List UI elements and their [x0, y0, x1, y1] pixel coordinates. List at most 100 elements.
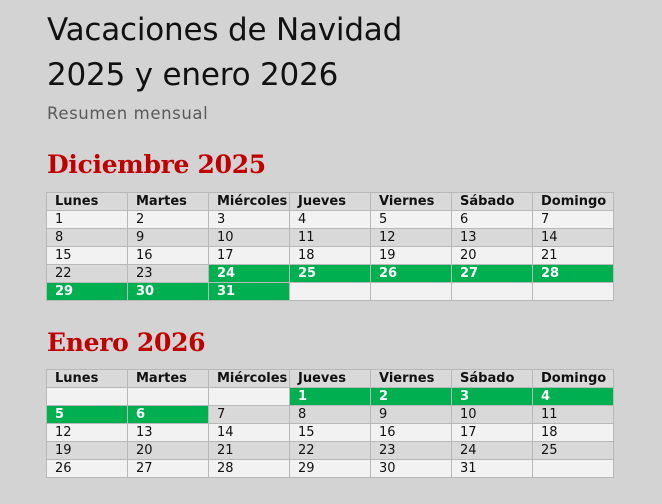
page-title: Vacaciones de Navidad 2025 y enero 2026	[47, 8, 402, 98]
day-cell: 2	[127, 210, 209, 229]
weekday-header-row: Lunes Martes Miércoles Jueves Viernes Sábado D…	[46, 192, 614, 211]
day-cell: 30	[127, 282, 209, 301]
day-cell: 5	[370, 210, 452, 229]
week-row: 15 16 17 18 19 20 21	[46, 246, 614, 265]
day-cell: 17	[451, 423, 533, 442]
empty-day-cell	[370, 282, 452, 301]
empty-day-cell	[289, 282, 371, 301]
day-cell: 16	[127, 246, 209, 265]
weekday-header: Viernes	[370, 192, 452, 211]
day-cell: 19	[46, 441, 128, 460]
day-cell: 14	[532, 228, 614, 247]
empty-day-cell	[127, 387, 209, 406]
empty-day-cell	[532, 282, 614, 301]
weekday-header: Miércoles	[208, 369, 290, 388]
week-row: 19 20 21 22 23 24 25	[46, 441, 614, 460]
week-row: 26 27 28 29 30 31	[46, 459, 614, 478]
day-cell: 8	[289, 405, 371, 424]
day-cell: 26	[46, 459, 128, 478]
month-title-december: Diciembre 2025	[47, 150, 266, 179]
day-cell: 19	[370, 246, 452, 265]
day-cell: 8	[46, 228, 128, 247]
day-cell: 6	[127, 405, 209, 424]
day-cell: 31	[451, 459, 533, 478]
day-cell: 16	[370, 423, 452, 442]
day-cell: 18	[532, 423, 614, 442]
day-cell: 7	[532, 210, 614, 229]
day-cell: 3	[208, 210, 290, 229]
month-title-january: Enero 2026	[47, 328, 206, 357]
day-cell: 1	[46, 210, 128, 229]
day-cell: 1	[289, 387, 371, 406]
day-cell: 25	[532, 441, 614, 460]
week-row: 12 13 14 15 16 17 18	[46, 423, 614, 442]
week-row: 22 23 24 25 26 27 28	[46, 264, 614, 283]
weekday-header: Domingo	[532, 192, 614, 211]
day-cell: 12	[370, 228, 452, 247]
day-cell: 5	[46, 405, 128, 424]
day-cell: 26	[370, 264, 452, 283]
week-row: 5 6 7 8 9 10 11	[46, 405, 614, 424]
day-cell: 22	[289, 441, 371, 460]
day-cell: 27	[451, 264, 533, 283]
day-cell: 12	[46, 423, 128, 442]
day-cell: 7	[208, 405, 290, 424]
day-cell: 21	[532, 246, 614, 265]
day-cell: 13	[127, 423, 209, 442]
weekday-header: Martes	[127, 192, 209, 211]
day-cell: 10	[451, 405, 533, 424]
day-cell: 11	[532, 405, 614, 424]
day-cell: 30	[370, 459, 452, 478]
week-row: 8 9 10 11 12 13 14	[46, 228, 614, 247]
weekday-header-row: Lunes Martes Miércoles Jueves Viernes Sábado D…	[46, 369, 614, 388]
day-cell: 20	[127, 441, 209, 460]
day-cell: 2	[370, 387, 452, 406]
weekday-header: Martes	[127, 369, 209, 388]
weekday-header: Viernes	[370, 369, 452, 388]
page-subtitle: Resumen mensual	[47, 104, 209, 123]
day-cell: 13	[451, 228, 533, 247]
day-cell: 29	[46, 282, 128, 301]
day-cell: 22	[46, 264, 128, 283]
day-cell: 9	[370, 405, 452, 424]
day-cell: 18	[289, 246, 371, 265]
weekday-header: Sábado	[451, 369, 533, 388]
day-cell: 11	[289, 228, 371, 247]
weekday-header: Jueves	[289, 192, 371, 211]
weekday-header: Domingo	[532, 369, 614, 388]
day-cell: 17	[208, 246, 290, 265]
day-cell: 4	[289, 210, 371, 229]
day-cell: 9	[127, 228, 209, 247]
day-cell: 20	[451, 246, 533, 265]
day-cell: 3	[451, 387, 533, 406]
calendar-january: Lunes Martes Miércoles Jueves Viernes Sábado D…	[46, 369, 614, 478]
page-title-line2: 2025 y enero 2026	[47, 57, 339, 93]
day-cell: 31	[208, 282, 290, 301]
day-cell: 23	[127, 264, 209, 283]
empty-day-cell	[532, 459, 614, 478]
day-cell: 4	[532, 387, 614, 406]
day-cell: 10	[208, 228, 290, 247]
empty-day-cell	[451, 282, 533, 301]
day-cell: 28	[208, 459, 290, 478]
day-cell: 14	[208, 423, 290, 442]
weekday-header: Jueves	[289, 369, 371, 388]
day-cell: 25	[289, 264, 371, 283]
day-cell: 24	[208, 264, 290, 283]
empty-day-cell	[208, 387, 290, 406]
empty-day-cell	[46, 387, 128, 406]
day-cell: 15	[46, 246, 128, 265]
day-cell: 23	[370, 441, 452, 460]
day-cell: 21	[208, 441, 290, 460]
weekday-header: Miércoles	[208, 192, 290, 211]
week-row: 29 30 31	[46, 282, 614, 301]
day-cell: 29	[289, 459, 371, 478]
weekday-header: Lunes	[46, 369, 128, 388]
weekday-header: Lunes	[46, 192, 128, 211]
day-cell: 28	[532, 264, 614, 283]
day-cell: 6	[451, 210, 533, 229]
page-title-line1: Vacaciones de Navidad	[47, 12, 403, 48]
calendar-december: Lunes Martes Miércoles Jueves Viernes Sábado D…	[46, 192, 614, 301]
